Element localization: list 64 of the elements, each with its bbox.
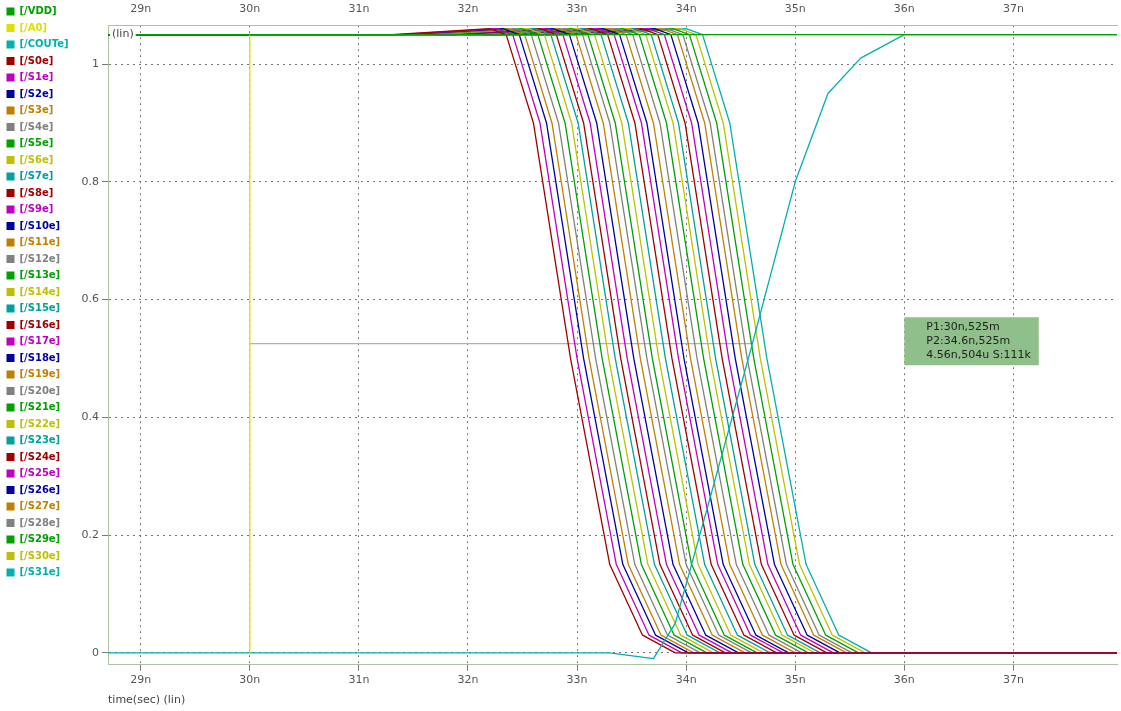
x-tick-label: 29n (130, 2, 152, 16)
x-tick-label: 31n (348, 2, 370, 16)
x-axis-title: time(sec) (lin) (108, 693, 186, 707)
annotation: P1:30n,525m (926, 319, 1000, 333)
annotation: P2:34.6n,525m (926, 333, 1011, 347)
y-tick-label: 0 (92, 645, 100, 659)
legend-label: [/S15e] (19, 302, 61, 314)
x2-tick-label: 36n (893, 673, 915, 687)
legend-label: [/S21e] (19, 401, 61, 413)
legend-label: [/S16e] (19, 318, 61, 330)
y-tick-label: 0.6 (81, 292, 100, 306)
x2-tick-label: 30n (239, 673, 261, 687)
legend-label: [/A0] (19, 21, 47, 33)
legend-label: [/S9e] (19, 203, 54, 215)
legend-label: [/S0e] (19, 54, 54, 66)
x2-tick-label: 35n (784, 673, 806, 687)
legend-label: [/S4e] (19, 120, 54, 132)
legend-label: [/S12e] (19, 252, 61, 264)
legend-label: [/S10e] (19, 219, 61, 231)
legend-label: [/S5e] (19, 137, 54, 149)
legend-label: [/S19e] (19, 368, 61, 380)
y-tick-label: 0.4 (81, 410, 100, 424)
legend-label: [/S29e] (19, 533, 61, 545)
legend-label: [/S6e] (19, 153, 54, 165)
legend-label: [/S28e] (19, 516, 61, 528)
x2-tick-label: 34n (675, 673, 697, 687)
legend-label: [/S17e] (19, 335, 61, 347)
x2-tick-label: 32n (457, 673, 479, 687)
y-axis-title: (lin) (112, 26, 134, 40)
legend-label: [/S18e] (19, 351, 61, 363)
legend-label: [/S27e] (19, 500, 61, 512)
x-tick-label: 30n (239, 2, 261, 16)
legend-label: [/S22e] (19, 417, 61, 429)
legend-label: [/S14e] (19, 285, 61, 297)
legend-label: [/S1e] (19, 71, 54, 83)
legend-label: [/VDD] (19, 5, 57, 17)
legend-label: [/S8e] (19, 186, 54, 198)
x-tick-label: 32n (457, 2, 479, 16)
legend-label: [/S23e] (19, 434, 61, 446)
legend-label: [/S7e] (19, 170, 54, 182)
x-tick-label: 33n (566, 2, 588, 16)
legend-label: [/S25e] (19, 467, 61, 479)
x-tick-label: 37n (1002, 2, 1024, 16)
legend-label: [/S11e] (19, 236, 61, 248)
x2-tick-label: 37n (1002, 673, 1024, 687)
legend-label: [/S13e] (19, 269, 61, 281)
x-tick-label: 34n (675, 2, 697, 16)
legend-label: [/S24e] (19, 450, 61, 462)
x2-tick-label: 33n (566, 673, 588, 687)
x2-tick-label: 29n (130, 673, 152, 687)
y-tick-label: 0.8 (81, 174, 100, 188)
legend-label: [/S26e] (19, 483, 61, 495)
legend-label: [/COUTe] (19, 38, 69, 50)
y-tick-label: 0.2 (81, 527, 100, 541)
y-tick-label: 1 (92, 56, 100, 70)
legend-label: [/S20e] (19, 384, 61, 396)
legend-label: [/S2e] (19, 87, 54, 99)
legend-label: [/S31e] (19, 566, 61, 578)
x-tick-label: 35n (784, 2, 806, 16)
legend-label: [/S30e] (19, 549, 61, 561)
legend-label: [/S3e] (19, 104, 54, 116)
annotation: 4.56n,504u S:111k (926, 347, 1032, 361)
x-tick-label: 36n (893, 2, 915, 16)
x2-tick-label: 31n (348, 673, 370, 687)
